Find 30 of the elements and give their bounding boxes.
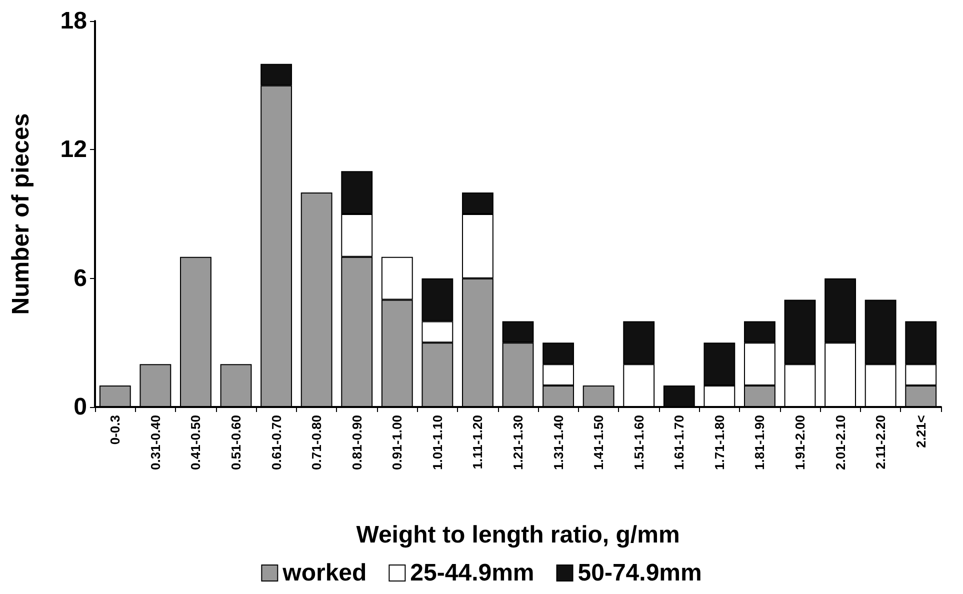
legend-label: 25-44.9mm (410, 560, 534, 586)
x-tick-label: 1.31-1.40 (550, 415, 566, 470)
x-tick-label: 0.81-0.90 (349, 415, 364, 470)
x-tick-label: 1.51-1.60 (631, 415, 646, 470)
x-tick-label: 1.01-1.10 (430, 415, 445, 470)
x-tick-label: 0.31-0.40 (148, 415, 163, 470)
x-tick-label: 0.61-0.70 (268, 415, 284, 470)
x-tick-label: 0.91-1.00 (390, 415, 405, 470)
x-tick-label: 0.41-0.50 (188, 415, 204, 470)
y-tick-label: 18 (60, 8, 87, 34)
legend-label: worked (282, 560, 367, 586)
x-tick-label: 2.21< (913, 414, 928, 448)
y-tick-label: 12 (60, 136, 87, 164)
x-tick-label: 1.11-1.20 (470, 415, 486, 470)
x-tick-label: 2.11-2.20 (873, 415, 888, 470)
x-tick-label: 1.61-1.70 (672, 415, 687, 470)
x-tick-label: 2.01-2.10 (832, 415, 848, 470)
x-tick-label: 1.21-1.30 (510, 415, 526, 470)
x-tick-label: 0-0.3 (108, 415, 123, 445)
x-axis-title: Weight to length ratio, g/mm (356, 522, 680, 548)
y-tick-label: 6 (74, 264, 87, 292)
x-tick-label: 1.91-2.00 (792, 415, 808, 470)
y-axis-title: Number of pieces (8, 113, 34, 315)
x-tick-label: 0.51-0.60 (228, 415, 244, 470)
legend-label: 50-74.9mm (578, 560, 702, 586)
x-tick-label: 1.41-1.50 (591, 415, 606, 470)
x-tick-label: 1.81-1.90 (752, 415, 768, 470)
y-tick-label: 0 (74, 394, 87, 420)
x-tick-label: 1.71-1.80 (712, 415, 727, 470)
x-tick-label: 0.71-0.80 (309, 415, 324, 470)
